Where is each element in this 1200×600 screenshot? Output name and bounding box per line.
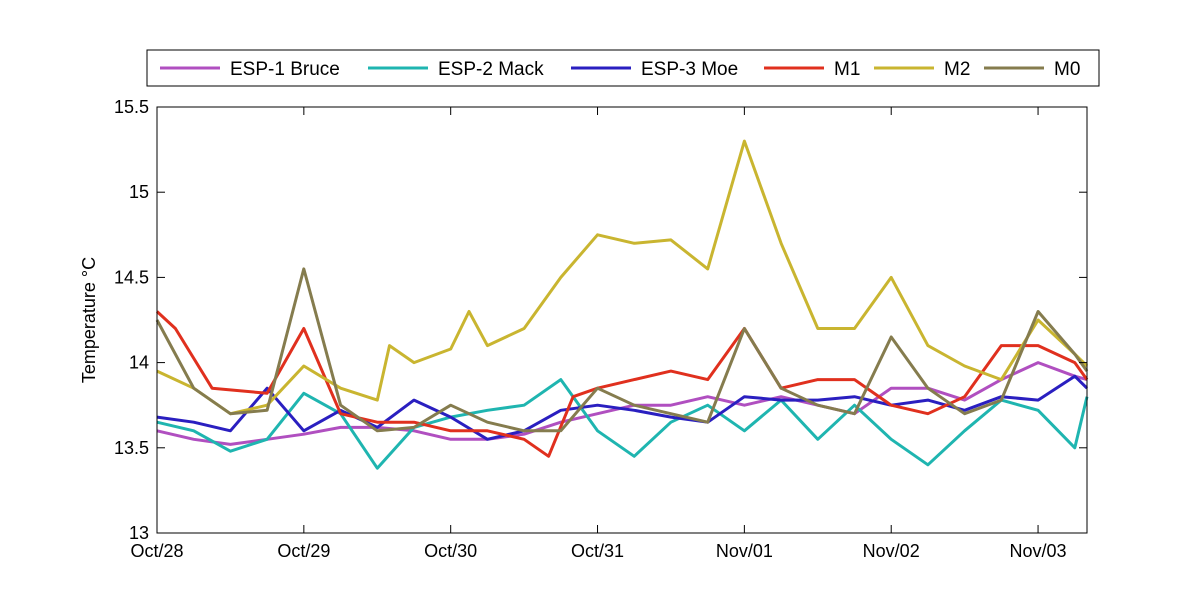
legend: ESP-1 Bruce ESP-2 Mack ESP-3 Moe M1 M2 M0: [146, 49, 1100, 87]
x-tick-label: Nov/01: [716, 541, 773, 561]
legend-label: M2: [944, 59, 970, 80]
y-axis: 13 13.5 14 14.5 15 15.5: [114, 97, 1087, 543]
y-tick-label: 13.5: [114, 438, 149, 458]
x-tick-label: Oct/28: [130, 541, 183, 561]
legend-item-m1: M1: [764, 59, 860, 80]
series-line-m1: [155, 310, 1089, 458]
y-axis-label: Temperature °C: [79, 257, 99, 383]
x-tick-label: Nov/02: [863, 541, 920, 561]
legend-label: ESP-1 Bruce: [230, 59, 340, 80]
y-tick-label: 15.5: [114, 97, 149, 117]
x-axis: Oct/28 Oct/29 Oct/30 Oct/31 Nov/01 Nov/02 Nov/…: [130, 107, 1067, 561]
x-tick-label: Oct/29: [277, 541, 330, 561]
series-layer: [155, 139, 1089, 470]
legend-item-esp-1-bruce: ESP-1 Bruce: [160, 59, 340, 80]
legend-label: ESP-3 Moe: [641, 59, 738, 80]
axes-box: [156, 106, 1088, 534]
plot-area: Oct/28 Oct/29 Oct/30 Oct/31 Nov/01 Nov/02 Nov/…: [114, 97, 1089, 561]
x-tick-label: Nov/03: [1010, 541, 1067, 561]
series-line-esp-2-mack: [156, 378, 1089, 470]
y-tick-label: 14.5: [114, 267, 149, 287]
y-tick-label: 14: [129, 353, 149, 373]
legend-label: M1: [834, 59, 860, 80]
y-tick-label: 15: [129, 182, 149, 202]
legend-item-esp-3-moe: ESP-3 Moe: [571, 59, 738, 80]
legend-item-esp-2-mack: ESP-2 Mack: [368, 59, 544, 80]
series-line-m2: [156, 139, 1089, 416]
legend-label: ESP-2 Mack: [438, 59, 544, 80]
x-tick-label: Oct/30: [424, 541, 477, 561]
y-tick-label: 13: [129, 523, 149, 543]
plot-background: [157, 107, 1087, 533]
legend-item-m0: M0: [984, 59, 1080, 80]
legend-item-m2: M2: [874, 59, 970, 80]
series-line-m0: [155, 267, 1089, 433]
legend-label: M0: [1054, 59, 1080, 80]
x-tick-label: Oct/31: [571, 541, 624, 561]
